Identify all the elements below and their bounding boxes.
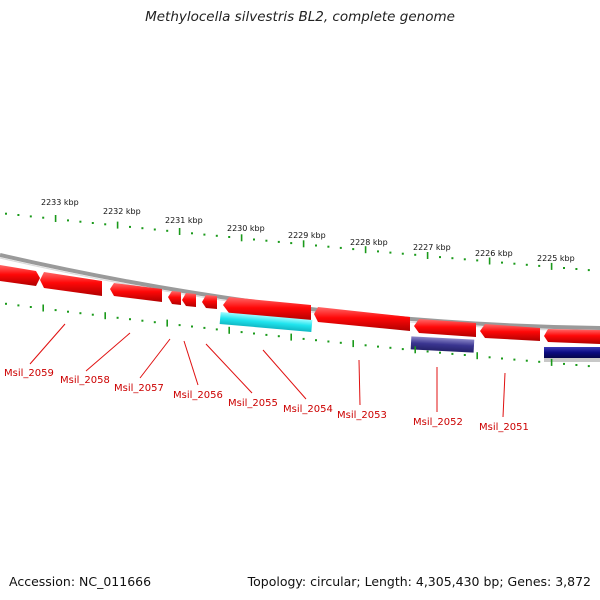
- kbp-label: 2228 kbp: [350, 238, 388, 247]
- map-title: Methylocella silvestris BL2, complete ge…: [145, 9, 455, 25]
- gene-feature[interactable]: [314, 307, 410, 331]
- gene-feature[interactable]: [0, 265, 40, 286]
- kbp-label: 2227 kbp: [413, 243, 451, 252]
- gene-feature[interactable]: [544, 329, 600, 344]
- rna-feature-slate[interactable]: [410, 336, 475, 353]
- leader-line: [502, 372, 506, 418]
- kbp-label: 2226 kbp: [475, 249, 513, 258]
- kbp-label: 2229 kbp: [288, 231, 326, 240]
- rna-feature-cyan[interactable]: [219, 312, 313, 332]
- inner-scale-ticks: [5, 302, 590, 368]
- gene-feature[interactable]: [480, 324, 540, 341]
- gene-label[interactable]: Msil_2053: [337, 410, 387, 421]
- kbp-label: 2232 kbp: [103, 207, 141, 216]
- gene-labels: Msil_2059 Msil_2058 Msil_2057 Msil_2056 …: [4, 368, 529, 433]
- gene-label[interactable]: Msil_2054: [283, 404, 333, 415]
- leader-line: [29, 323, 66, 365]
- leader-line: [139, 338, 171, 379]
- gene-feature[interactable]: [202, 295, 217, 309]
- gene-feature[interactable]: [110, 283, 162, 302]
- leader-line: [183, 340, 199, 386]
- leader-line: [358, 359, 361, 406]
- accession-text: Accession: NC_011666: [9, 574, 152, 589]
- outer-scale-ticks: [5, 212, 590, 272]
- forward-strand-genes: [0, 265, 600, 344]
- leader-line: [262, 349, 307, 400]
- gene-label[interactable]: Msil_2058: [60, 375, 110, 386]
- gene-feature[interactable]: [168, 291, 181, 305]
- leader-line: [85, 332, 131, 372]
- kbp-label: 2230 kbp: [227, 224, 265, 233]
- gene-label[interactable]: Msil_2052: [413, 417, 463, 428]
- gene-label[interactable]: Msil_2057: [114, 383, 164, 394]
- gene-label[interactable]: Msil_2051: [479, 422, 529, 433]
- gene-feature[interactable]: [40, 272, 102, 296]
- rna-features: [219, 312, 600, 362]
- gene-label[interactable]: Msil_2059: [4, 368, 54, 379]
- rna-feature-navy-edge: [544, 358, 600, 362]
- gene-feature[interactable]: [414, 319, 476, 337]
- gene-label[interactable]: Msil_2055: [228, 398, 278, 409]
- leader-line: [205, 343, 253, 394]
- gene-feature[interactable]: [223, 297, 311, 321]
- gene-feature[interactable]: [182, 293, 196, 307]
- kbp-scale-labels: 2233 kbp 2232 kbp 2231 kbp 2230 kbp 2229…: [41, 198, 575, 263]
- kbp-label: 2225 kbp: [537, 254, 575, 263]
- kbp-label: 2231 kbp: [165, 216, 203, 225]
- genome-summary-text: Topology: circular; Length: 4,305,430 bp…: [247, 574, 591, 589]
- gene-leader-lines: [29, 323, 506, 418]
- kbp-label: 2233 kbp: [41, 198, 79, 207]
- rna-feature-navy[interactable]: [544, 347, 600, 358]
- gene-label[interactable]: Msil_2056: [173, 390, 223, 401]
